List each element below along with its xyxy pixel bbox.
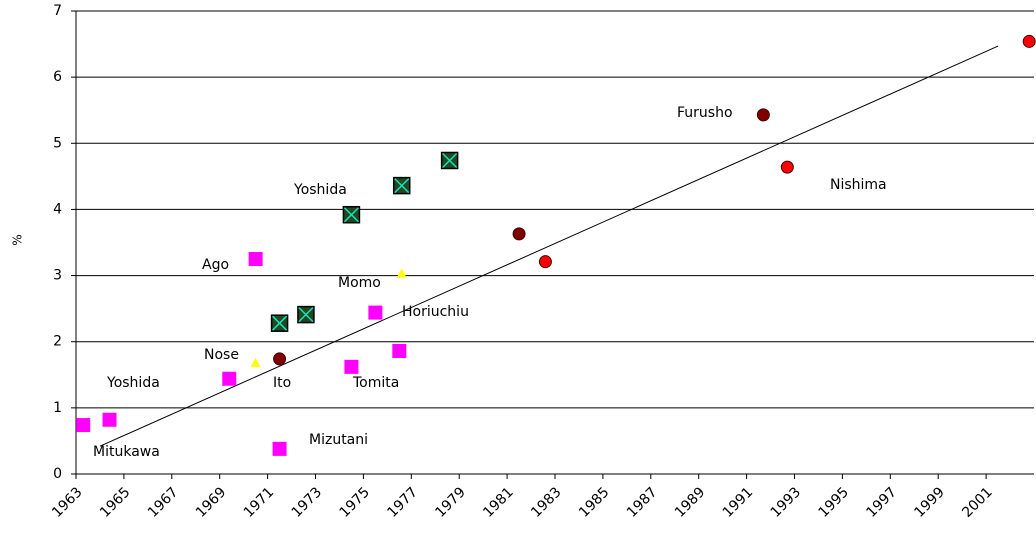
point xyxy=(392,343,407,358)
x-tick-label: 1979 xyxy=(432,484,469,521)
point xyxy=(756,108,770,122)
point xyxy=(102,412,117,427)
point xyxy=(222,371,237,386)
point xyxy=(512,227,526,241)
annotation: Tomita xyxy=(352,375,399,391)
annotation: Yoshida xyxy=(293,182,347,198)
annotation: Ito xyxy=(273,375,291,391)
point xyxy=(440,151,459,170)
x-tick-label: 1997 xyxy=(863,484,900,521)
annotation: Yoshida xyxy=(106,375,160,391)
y-tick-label: 5 xyxy=(53,135,62,151)
x-tick-label: 1993 xyxy=(768,484,805,521)
x-tick-label: 1999 xyxy=(911,484,948,521)
y-tick-label: 2 xyxy=(53,334,62,350)
x-tick-label: 1989 xyxy=(672,484,709,521)
point-part xyxy=(394,178,410,194)
x-tick-label: 1967 xyxy=(145,484,182,521)
point-part xyxy=(272,315,288,331)
y-tick-label: 6 xyxy=(53,69,62,85)
point xyxy=(273,352,287,366)
x-tick-label: 1975 xyxy=(337,484,374,521)
annotation: Mitukawa xyxy=(93,444,160,460)
x-tick-label: 1995 xyxy=(816,484,853,521)
annotation: Mizutani xyxy=(309,432,368,448)
point xyxy=(270,314,289,332)
x-tick-label: 1977 xyxy=(384,484,421,521)
point-part xyxy=(298,307,314,323)
x-tick-label: 1981 xyxy=(480,484,517,521)
x-tick-label: 1987 xyxy=(624,484,661,521)
point xyxy=(342,205,361,224)
point xyxy=(248,252,263,267)
point xyxy=(396,268,407,278)
x-tick-label: 1971 xyxy=(241,484,278,521)
x-tick-label: 1965 xyxy=(97,484,134,521)
y-tick-label: 1 xyxy=(53,400,62,416)
point-part xyxy=(343,207,359,223)
point xyxy=(1022,34,1036,48)
y-axis-label: % xyxy=(11,234,25,245)
x-tick-label: 1973 xyxy=(289,484,326,521)
x-tick-label: 1969 xyxy=(193,484,230,521)
y-tick-label: 7 xyxy=(53,3,62,19)
point xyxy=(250,357,261,367)
point xyxy=(272,441,287,456)
x-tick-label: 2001 xyxy=(959,484,996,521)
point xyxy=(344,359,359,374)
point xyxy=(780,160,794,174)
annotation: Horiuchiu xyxy=(402,304,469,320)
point xyxy=(297,305,315,324)
y-tick-label: 3 xyxy=(53,268,62,284)
annotation: Momo xyxy=(338,275,381,291)
point xyxy=(392,176,411,195)
point xyxy=(368,305,383,320)
trend-line xyxy=(99,45,999,447)
y-tick-label: 0 xyxy=(53,466,62,482)
point xyxy=(538,255,552,269)
x-tick-label: 1991 xyxy=(720,484,757,521)
annotation: Nose xyxy=(204,347,239,363)
x-tick-label: 1983 xyxy=(528,484,565,521)
annotation: Furusho xyxy=(677,105,733,121)
x-tick-label: 1985 xyxy=(576,484,613,521)
annotation: Ago xyxy=(202,257,229,273)
x-tick-label: 1963 xyxy=(49,484,86,521)
point xyxy=(76,418,91,433)
annotation: Nishima xyxy=(830,177,887,193)
y-tick-label: 4 xyxy=(53,201,62,217)
point-part xyxy=(442,152,458,169)
